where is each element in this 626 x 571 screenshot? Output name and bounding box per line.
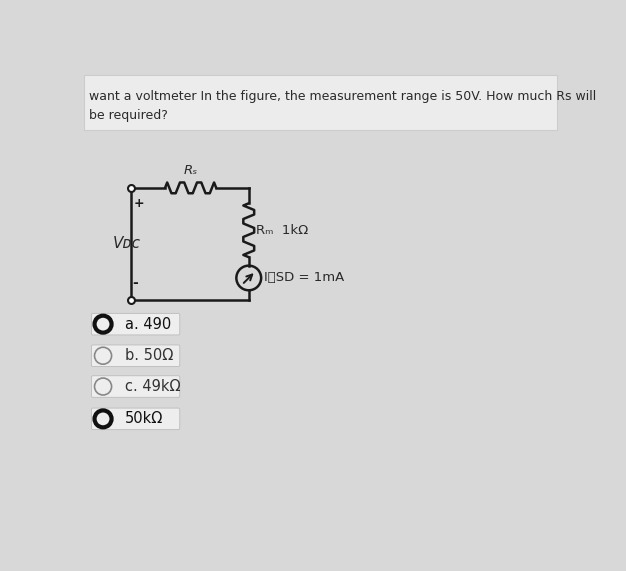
FancyBboxPatch shape [85,75,557,130]
Text: I₟SD = 1mA: I₟SD = 1mA [264,271,344,284]
Text: want a voltmeter In the figure, the measurement range is 50V. How much Rs will: want a voltmeter In the figure, the meas… [89,90,597,103]
FancyBboxPatch shape [91,376,180,397]
Text: Rₛ: Rₛ [183,164,198,177]
Text: -: - [133,276,138,290]
Text: 50kΩ: 50kΩ [125,411,163,427]
Text: a. 490: a. 490 [125,317,171,332]
Text: b. 50Ω: b. 50Ω [125,348,173,363]
Text: be required?: be required? [89,108,168,122]
FancyBboxPatch shape [91,313,180,335]
Text: +: + [134,197,145,210]
Text: Rₘ  1kΩ: Rₘ 1kΩ [257,224,309,237]
FancyBboxPatch shape [91,408,180,429]
FancyBboxPatch shape [91,345,180,367]
Text: c. 49kΩ: c. 49kΩ [125,379,180,394]
Text: Vᴅᴄ: Vᴅᴄ [112,236,140,251]
